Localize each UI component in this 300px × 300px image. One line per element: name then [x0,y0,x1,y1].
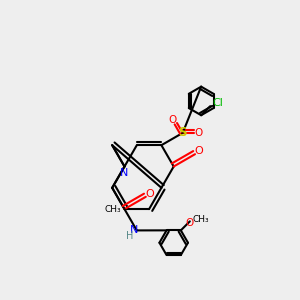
Text: N: N [120,168,129,178]
Text: N: N [130,225,138,236]
Text: CH₃: CH₃ [192,215,208,224]
Text: S: S [178,126,187,140]
Text: CH₃: CH₃ [104,205,121,214]
Text: O: O [194,146,203,156]
Text: O: O [145,189,154,199]
Text: O: O [194,128,203,138]
Text: O: O [168,115,177,125]
Text: H: H [126,231,133,242]
Text: O: O [186,218,194,228]
Text: Cl: Cl [212,98,223,108]
